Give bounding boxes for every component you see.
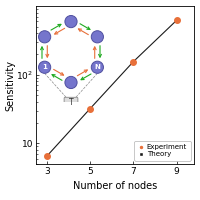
Text: T: T	[69, 98, 73, 107]
Circle shape	[91, 61, 103, 73]
Circle shape	[91, 31, 103, 43]
Text: 1: 1	[42, 64, 47, 70]
Circle shape	[65, 76, 77, 89]
Circle shape	[65, 16, 77, 28]
FancyBboxPatch shape	[64, 97, 78, 107]
Text: N: N	[94, 64, 100, 70]
Circle shape	[39, 31, 51, 43]
X-axis label: Number of nodes: Number of nodes	[73, 181, 157, 191]
Circle shape	[39, 61, 51, 73]
Legend: Experiment, Theory: Experiment, Theory	[134, 141, 191, 161]
Y-axis label: Sensitivity: Sensitivity	[5, 60, 15, 110]
